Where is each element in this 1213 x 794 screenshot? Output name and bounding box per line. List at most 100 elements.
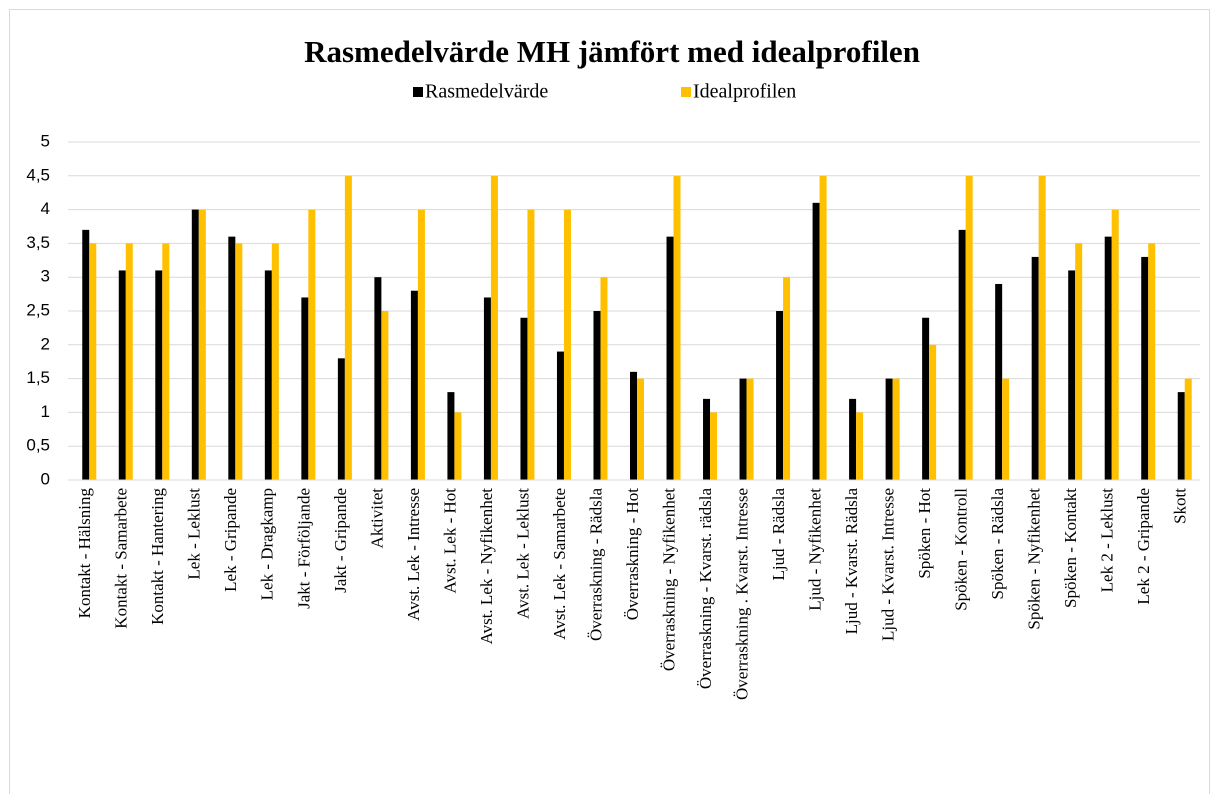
chart-title: Rasmedelvärde MH jämfört med idealprofil… <box>304 34 920 69</box>
bar <box>1141 256 1149 480</box>
x-tick-label: Överraskning - Rädsla <box>586 488 605 641</box>
bar <box>849 398 857 480</box>
legend-label: Rasmedelvärde <box>425 81 548 103</box>
x-tick-label: Överraskning . Kvarst. Intresse <box>732 488 751 700</box>
bar <box>235 243 243 480</box>
bar <box>885 378 893 480</box>
bar <box>198 209 206 480</box>
x-tick-label: Överraskning - Nyfikenhet <box>659 488 678 671</box>
y-tick-label: 3,5 <box>26 233 50 252</box>
x-tick-label: Lek 2 - Gripande <box>1134 488 1153 605</box>
bar <box>1075 243 1083 480</box>
bar <box>856 412 864 480</box>
x-tick-label: Kontakt - Hälsning <box>75 488 94 619</box>
x-tick-label: Kontakt - Hantering <box>148 488 167 625</box>
bar <box>344 175 352 481</box>
bar <box>82 229 90 480</box>
bar <box>417 209 425 480</box>
bar <box>563 209 571 480</box>
x-tick-label: Skott <box>1171 488 1190 524</box>
bar <box>410 290 418 480</box>
bar <box>454 412 462 480</box>
x-tick-label: Avst. Lek - Samarbete <box>550 488 569 640</box>
x-tick-label: Spöken - Nyfikenhet <box>1025 488 1044 630</box>
x-tick-label: Ljud - Kvarst. Intresse <box>879 488 898 641</box>
x-tick-label: Lek - Leklust <box>185 488 204 580</box>
bar <box>89 243 97 480</box>
chart-border <box>9 9 1210 794</box>
x-tick-label: Aktivitet <box>367 488 386 549</box>
x-tick-label: Ljud - Rädsla <box>769 488 788 581</box>
bar <box>1031 256 1039 480</box>
bar <box>264 270 272 480</box>
bar <box>819 175 827 481</box>
bar <box>892 378 900 480</box>
bar <box>1002 378 1010 480</box>
bar <box>637 378 644 480</box>
x-tick-label: Jakt - Förföljande <box>294 488 313 609</box>
bar <box>155 270 163 480</box>
bar <box>922 317 930 480</box>
bar <box>162 243 170 480</box>
bar <box>308 209 316 480</box>
bar <box>600 277 608 480</box>
x-tick-label: Ljud - Nyfikenhet <box>805 488 824 611</box>
bar <box>710 412 718 480</box>
bar <box>271 243 279 480</box>
x-tick-label: Avst. Lek - Hot <box>440 488 459 594</box>
bar <box>228 236 236 480</box>
x-tick-label: Överraskning - Hot <box>623 488 642 620</box>
bar <box>1068 270 1076 480</box>
bar <box>593 311 601 480</box>
x-tick-label: Spöken - Rädsla <box>988 488 1007 600</box>
bar <box>929 344 937 480</box>
y-tick-label: 2 <box>41 334 50 353</box>
x-tick-label: Avst. Lek - Nyfikenhet <box>477 488 496 645</box>
bar <box>520 317 528 480</box>
x-tick-label: Överraskning - Kvarst. rädsla <box>696 488 715 690</box>
bar <box>1111 209 1119 480</box>
legend-swatch <box>681 87 691 97</box>
x-tick-label: Lek - Gripande <box>221 488 240 592</box>
bar <box>666 236 674 480</box>
legend-label: Idealprofilen <box>693 81 796 103</box>
bar <box>1038 175 1046 481</box>
bar <box>191 209 199 480</box>
bar <box>1148 243 1156 480</box>
bar <box>995 283 1003 480</box>
legend-swatch <box>413 87 423 97</box>
bar <box>630 371 637 480</box>
bar <box>673 175 681 481</box>
bar <box>556 351 564 480</box>
bar <box>118 270 126 480</box>
x-tick-label: Ljud - Kvarst. Rädsla <box>842 488 861 635</box>
x-tick-label: Lek 2 - Leklust <box>1098 488 1117 593</box>
bar <box>490 175 498 481</box>
bar <box>746 378 754 480</box>
bar <box>1104 236 1112 480</box>
x-tick-label: Lek - Dragkamp <box>258 488 277 600</box>
bar <box>381 311 389 480</box>
y-tick-label: 0,5 <box>26 436 50 455</box>
x-tick-label: Spöken - Kontroll <box>952 488 971 611</box>
bar <box>739 378 747 480</box>
bar <box>776 311 784 480</box>
bar <box>447 392 455 480</box>
bar <box>337 358 345 480</box>
bar <box>527 209 535 480</box>
y-tick-label: 4 <box>41 199 50 218</box>
bar <box>125 243 133 480</box>
x-tick-label: Spöken - Kontakt <box>1061 488 1080 608</box>
y-tick-label: 1 <box>41 402 50 421</box>
x-tick-label: Kontakt - Samarbete <box>112 488 131 629</box>
bar <box>958 229 966 480</box>
bar <box>783 277 791 480</box>
x-tick-label: Spöken - Hot <box>915 488 934 579</box>
bar <box>812 202 820 480</box>
bar <box>374 277 382 480</box>
y-tick-label: 2,5 <box>26 300 50 319</box>
x-tick-label: Jakt - Gripande <box>331 488 350 593</box>
bar <box>965 175 973 481</box>
x-tick-label: Avst. Lek - Leklust <box>513 488 532 619</box>
